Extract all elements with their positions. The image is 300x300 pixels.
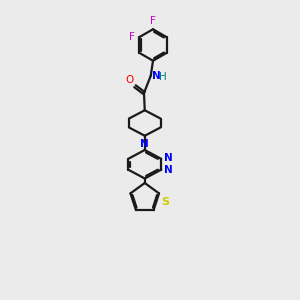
Text: F: F <box>129 32 135 42</box>
Text: H: H <box>159 71 167 82</box>
Text: N: N <box>164 153 173 163</box>
Text: N: N <box>140 139 148 149</box>
Text: N: N <box>164 165 173 176</box>
Text: O: O <box>125 75 133 85</box>
Text: N: N <box>152 71 161 81</box>
Text: S: S <box>161 197 169 207</box>
Text: F: F <box>150 16 156 26</box>
